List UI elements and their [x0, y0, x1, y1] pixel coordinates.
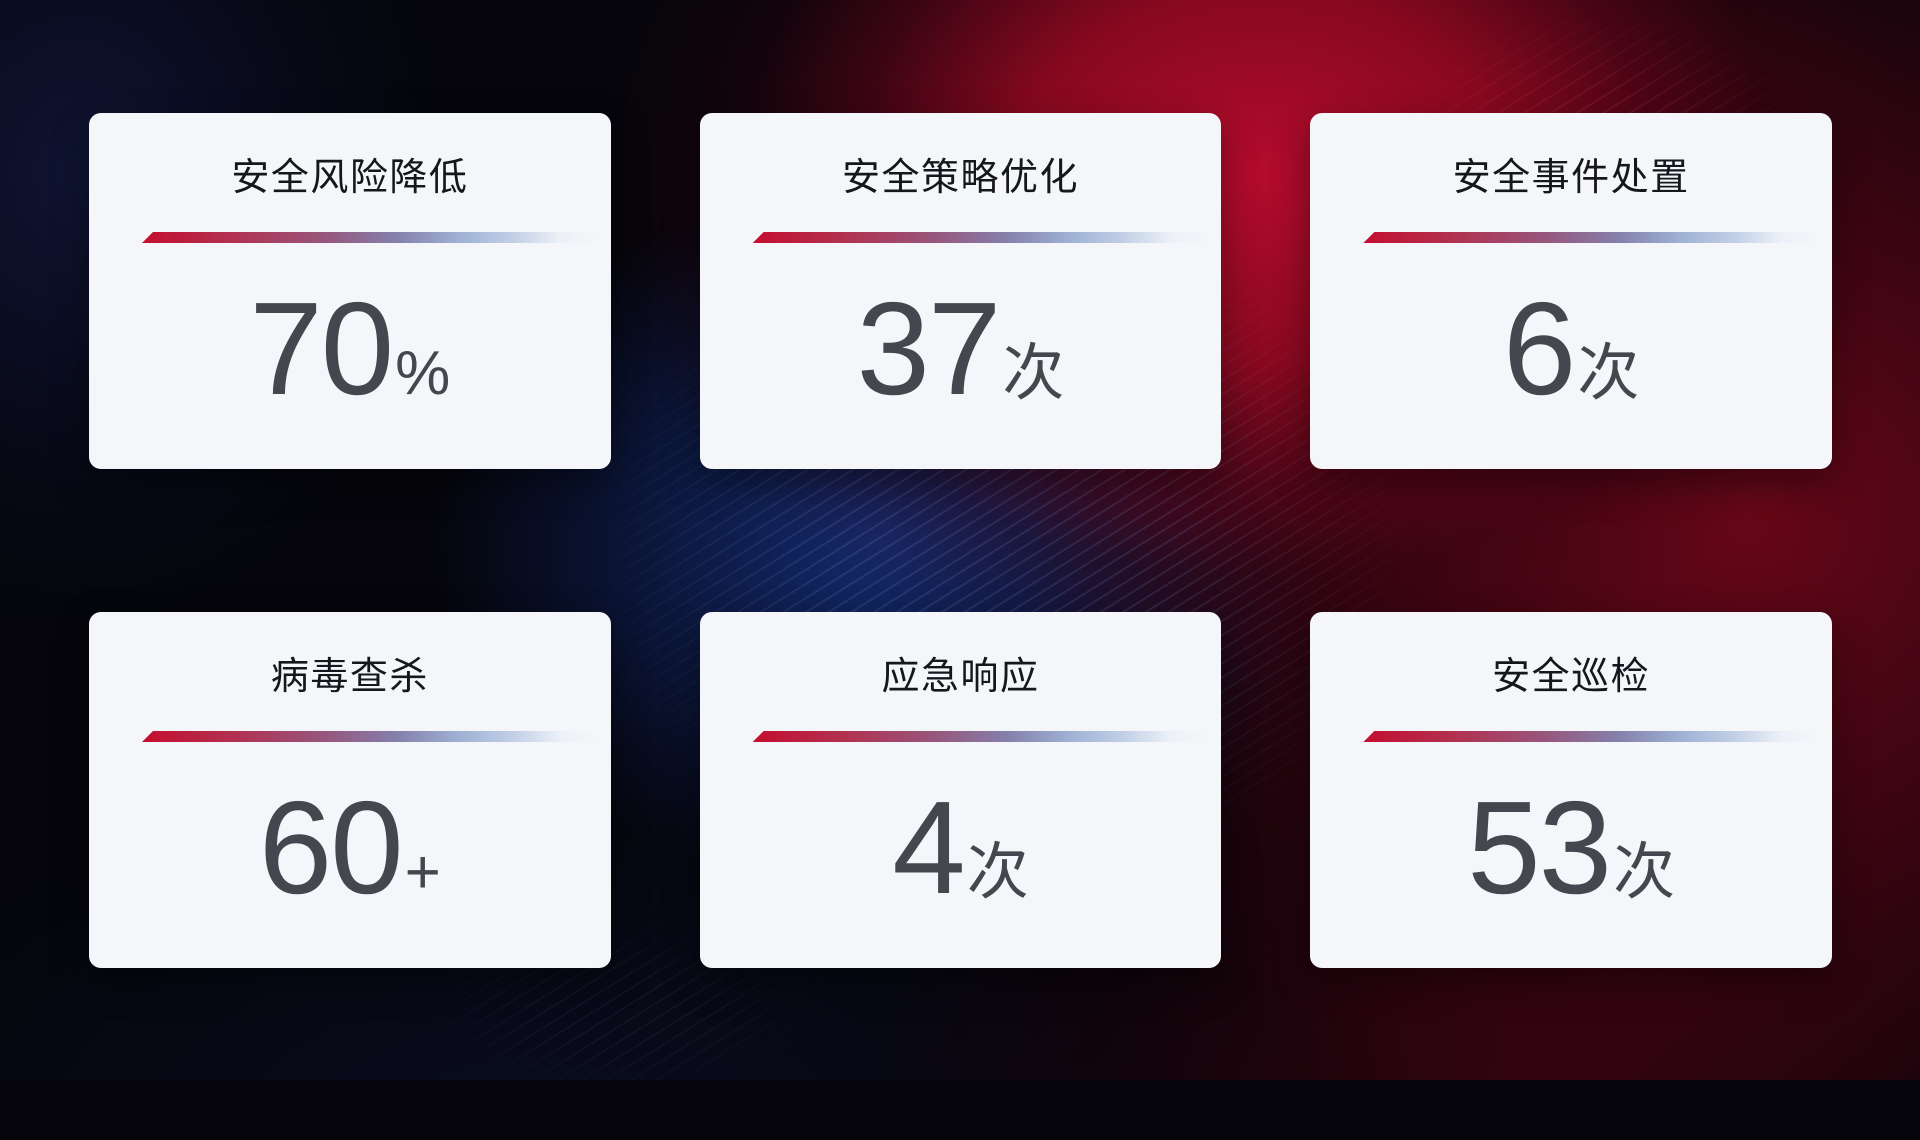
gradient-divider [1363, 232, 1818, 243]
card-unit: % [395, 339, 451, 408]
stat-card-incident-handling: 安全事件处置 6 次 [1310, 113, 1832, 469]
card-title: 安全策略优化 [841, 157, 1079, 199]
card-unit: 次 [1002, 339, 1065, 408]
card-value: 60 [258, 774, 404, 921]
card-value: 6 [1502, 275, 1576, 422]
card-unit: 次 [966, 838, 1029, 907]
card-title: 病毒查杀 [270, 656, 429, 698]
card-title: 安全风险降低 [231, 157, 469, 199]
card-unit: 次 [1613, 838, 1676, 907]
stat-card-emergency-response: 应急响应 4 次 [699, 612, 1222, 968]
card-unit: + [404, 838, 441, 907]
card-value-row: 6 次 [1310, 283, 1832, 415]
card-unit: 次 [1577, 339, 1640, 408]
card-value: 53 [1467, 774, 1612, 921]
card-title: 安全事件处置 [1452, 157, 1690, 199]
gradient-divider [752, 232, 1208, 243]
card-value-row: 37 次 [700, 283, 1222, 415]
stat-card-risk-reduction: 安全风险降低 70 % [89, 113, 611, 469]
stat-card-virus-scan: 病毒查杀 60 + [89, 612, 611, 968]
card-value-row: 4 次 [700, 782, 1222, 914]
card-title: 安全巡检 [1492, 656, 1651, 698]
card-value: 70 [249, 275, 394, 422]
gradient-divider [752, 731, 1208, 742]
gradient-divider [142, 731, 597, 742]
card-title: 应急响应 [881, 656, 1040, 698]
card-value: 37 [856, 275, 1002, 422]
card-value-row: 60 + [89, 782, 611, 914]
gradient-divider [1363, 731, 1818, 742]
card-value-row: 53 次 [1310, 782, 1832, 914]
stat-card-grid: 安全风险降低 70 % 安全策略优化 37 次 安全事件处置 6 次 病毒查杀 … [89, 113, 1832, 968]
gradient-divider [142, 232, 597, 243]
stat-card-policy-optimization: 安全策略优化 37 次 [699, 113, 1222, 469]
card-value-row: 70 % [89, 283, 611, 415]
stat-card-security-inspection: 安全巡检 53 次 [1310, 612, 1832, 968]
card-value: 4 [892, 774, 965, 921]
